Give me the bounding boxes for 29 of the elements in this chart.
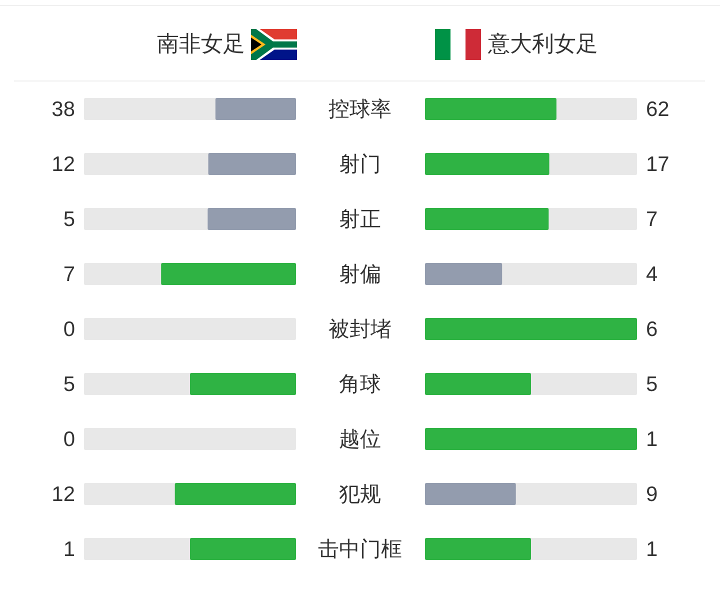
value-label: 9: [646, 482, 658, 506]
value-label: 38: [52, 98, 75, 120]
value-label: 7: [63, 262, 75, 286]
value-label: 7: [646, 208, 658, 230]
series-name: 南非女足: [157, 30, 245, 56]
value-label: 12: [52, 152, 75, 176]
category-label: 射门: [339, 152, 381, 176]
value-label: 17: [646, 152, 670, 176]
value-label: 12: [52, 482, 75, 506]
value-label: 5: [646, 372, 658, 396]
value-label: 5: [63, 208, 75, 230]
value-label: 0: [63, 318, 75, 340]
category-label: 射正: [339, 208, 381, 230]
category-label: 射偏: [339, 262, 381, 286]
value-label: 6: [646, 318, 658, 340]
category-label: 角球: [339, 372, 381, 396]
value-label: 1: [646, 538, 658, 560]
category-label: 被封堵: [328, 318, 392, 340]
value-label: 1: [63, 538, 75, 560]
value-label: 0: [63, 428, 75, 450]
value-label: 4: [646, 262, 658, 286]
value-label: 1: [646, 428, 658, 450]
category-label: 越位: [339, 428, 381, 450]
category-label: 犯规: [339, 482, 381, 506]
category-label: 控球率: [328, 98, 392, 120]
value-label: 62: [646, 98, 670, 120]
category-label: 击中门框: [318, 538, 402, 560]
series-name: 意大利女足: [488, 30, 598, 56]
value-label: 5: [63, 372, 75, 396]
